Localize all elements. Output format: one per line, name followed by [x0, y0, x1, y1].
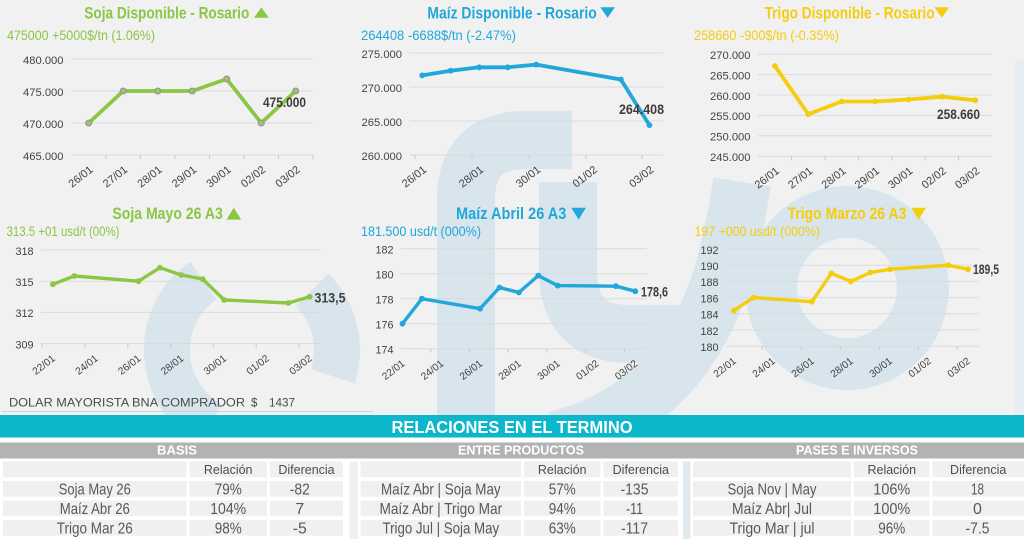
svg-text:$: $	[251, 398, 258, 410]
svg-text:265.000: 265.000	[710, 70, 750, 82]
svg-text:178: 178	[375, 295, 393, 307]
svg-text:470.000: 470.000	[23, 119, 63, 131]
svg-text:312: 312	[15, 308, 33, 320]
svg-text:265.000: 265.000	[362, 117, 402, 129]
svg-text:-135: -135	[621, 482, 649, 499]
svg-text:Trigo Jul | Soja May: Trigo Jul | Soja May	[382, 521, 499, 538]
svg-text:190: 190	[700, 261, 718, 273]
svg-text:Soja May 26: Soja May 26	[59, 482, 131, 499]
svg-text:189,5: 189,5	[973, 261, 999, 277]
svg-text:264.408: 264.408	[619, 101, 664, 117]
svg-text:Trigo Mar 26: Trigo Mar 26	[57, 521, 133, 538]
svg-text:309: 309	[15, 339, 33, 351]
svg-text:106%: 106%	[873, 482, 910, 499]
svg-text:182: 182	[700, 326, 718, 338]
svg-text:260.000: 260.000	[362, 151, 402, 163]
svg-text:181.500 usd/t (000%): 181.500 usd/t (000%)	[361, 224, 481, 239]
svg-text:318: 318	[15, 246, 33, 258]
svg-text:RELACIONES EN EL TERMINO: RELACIONES EN EL TERMINO	[392, 417, 633, 437]
svg-text:180: 180	[375, 270, 393, 282]
svg-text:270.000: 270.000	[710, 50, 750, 62]
svg-text:475000 +5000$/tn (1.06%): 475000 +5000$/tn (1.06%)	[7, 28, 155, 43]
svg-text:245.000: 245.000	[710, 152, 750, 164]
svg-text:79%: 79%	[215, 482, 242, 499]
svg-text:188: 188	[700, 277, 718, 289]
svg-text:Maíz Disponible - Rosario: Maíz Disponible - Rosario	[427, 4, 596, 22]
svg-text:Relación: Relación	[538, 463, 587, 477]
svg-text:258660 -900$/tn (-0.35%): 258660 -900$/tn (-0.35%)	[694, 28, 839, 43]
svg-text:465.000: 465.000	[23, 151, 63, 163]
svg-text:475.000: 475.000	[263, 94, 306, 110]
svg-text:-7.5: -7.5	[966, 521, 990, 538]
svg-text:Trigo Marzo 26 A3: Trigo Marzo 26 A3	[788, 205, 907, 223]
svg-text:182: 182	[375, 245, 393, 257]
svg-text:Trigo Mar | jul: Trigo Mar | jul	[730, 521, 815, 538]
svg-text:1437: 1437	[269, 396, 295, 410]
svg-text:475.000: 475.000	[23, 87, 63, 99]
svg-text:Soja Nov | May: Soja Nov | May	[728, 482, 817, 499]
svg-text:Diferencia: Diferencia	[950, 463, 1006, 477]
svg-text:Maíz Abr | Trigo Mar: Maíz Abr | Trigo Mar	[379, 501, 502, 518]
svg-text:-117: -117	[621, 521, 648, 538]
svg-text:264408 -6688$/tn (-2.47%): 264408 -6688$/tn (-2.47%)	[361, 28, 516, 43]
svg-text:Maíz Abril 26 A3: Maíz Abril 26 A3	[456, 205, 566, 223]
svg-text:Soja Mayo 26 A3: Soja Mayo 26 A3	[112, 205, 222, 223]
svg-text:270.000: 270.000	[362, 83, 402, 95]
svg-text:98%: 98%	[215, 521, 242, 538]
svg-text:174: 174	[375, 345, 393, 357]
svg-text:180: 180	[700, 342, 718, 354]
svg-text:Soja Disponible - Rosario: Soja Disponible - Rosario	[84, 4, 249, 22]
svg-text:Maíz Abr 26: Maíz Abr 26	[60, 501, 130, 518]
svg-text:96%: 96%	[878, 521, 905, 538]
svg-text:7: 7	[295, 501, 304, 518]
svg-text:57%: 57%	[549, 482, 576, 499]
svg-text:192: 192	[700, 245, 718, 257]
svg-text:-82: -82	[290, 482, 310, 499]
svg-text:313.5 +01 usd/t (00%): 313.5 +01 usd/t (00%)	[7, 224, 120, 239]
svg-text:255.000: 255.000	[710, 111, 750, 123]
svg-text:275.000: 275.000	[362, 49, 402, 61]
svg-text:Maíz Abr | Soja May: Maíz Abr | Soja May	[381, 482, 501, 499]
svg-text:258.660: 258.660	[937, 106, 980, 122]
svg-text:Diferencia: Diferencia	[613, 463, 669, 477]
svg-text:-11: -11	[626, 501, 643, 518]
svg-text:480.000: 480.000	[23, 55, 63, 67]
svg-text:Diferencia: Diferencia	[278, 463, 334, 477]
svg-text:Relación: Relación	[204, 463, 253, 477]
svg-text:DOLAR MAYORISTA BNA COMPRADOR: DOLAR MAYORISTA BNA COMPRADOR	[9, 396, 245, 410]
svg-text:250.000: 250.000	[710, 132, 750, 144]
svg-text:313,5: 313,5	[315, 290, 346, 306]
svg-text:176: 176	[375, 320, 393, 332]
svg-text:Relación: Relación	[867, 463, 916, 477]
svg-text:100%: 100%	[873, 501, 910, 518]
svg-text:18: 18	[971, 482, 984, 499]
svg-text:PASES E INVERSOS: PASES E INVERSOS	[796, 443, 918, 458]
svg-text:94%: 94%	[549, 501, 576, 518]
svg-text:178,6: 178,6	[641, 284, 668, 300]
svg-text:BASIS: BASIS	[157, 443, 197, 458]
svg-text:Trigo Disponible - Rosario: Trigo Disponible - Rosario	[765, 4, 935, 22]
svg-text:104%: 104%	[210, 501, 246, 518]
svg-text:260.000: 260.000	[710, 91, 750, 103]
svg-text:184: 184	[700, 310, 718, 322]
svg-text:0: 0	[973, 501, 982, 518]
svg-text:Maíz Abr| Jul: Maíz Abr| Jul	[732, 501, 812, 518]
svg-text:-5: -5	[293, 521, 307, 538]
svg-text:315: 315	[15, 277, 33, 289]
svg-text:63%: 63%	[549, 521, 576, 538]
svg-text:186: 186	[700, 293, 718, 305]
svg-text:197 +000 usd/t (000%): 197 +000 usd/t (000%)	[695, 224, 821, 239]
svg-text:ENTRE PRODUCTOS: ENTRE PRODUCTOS	[458, 443, 584, 458]
